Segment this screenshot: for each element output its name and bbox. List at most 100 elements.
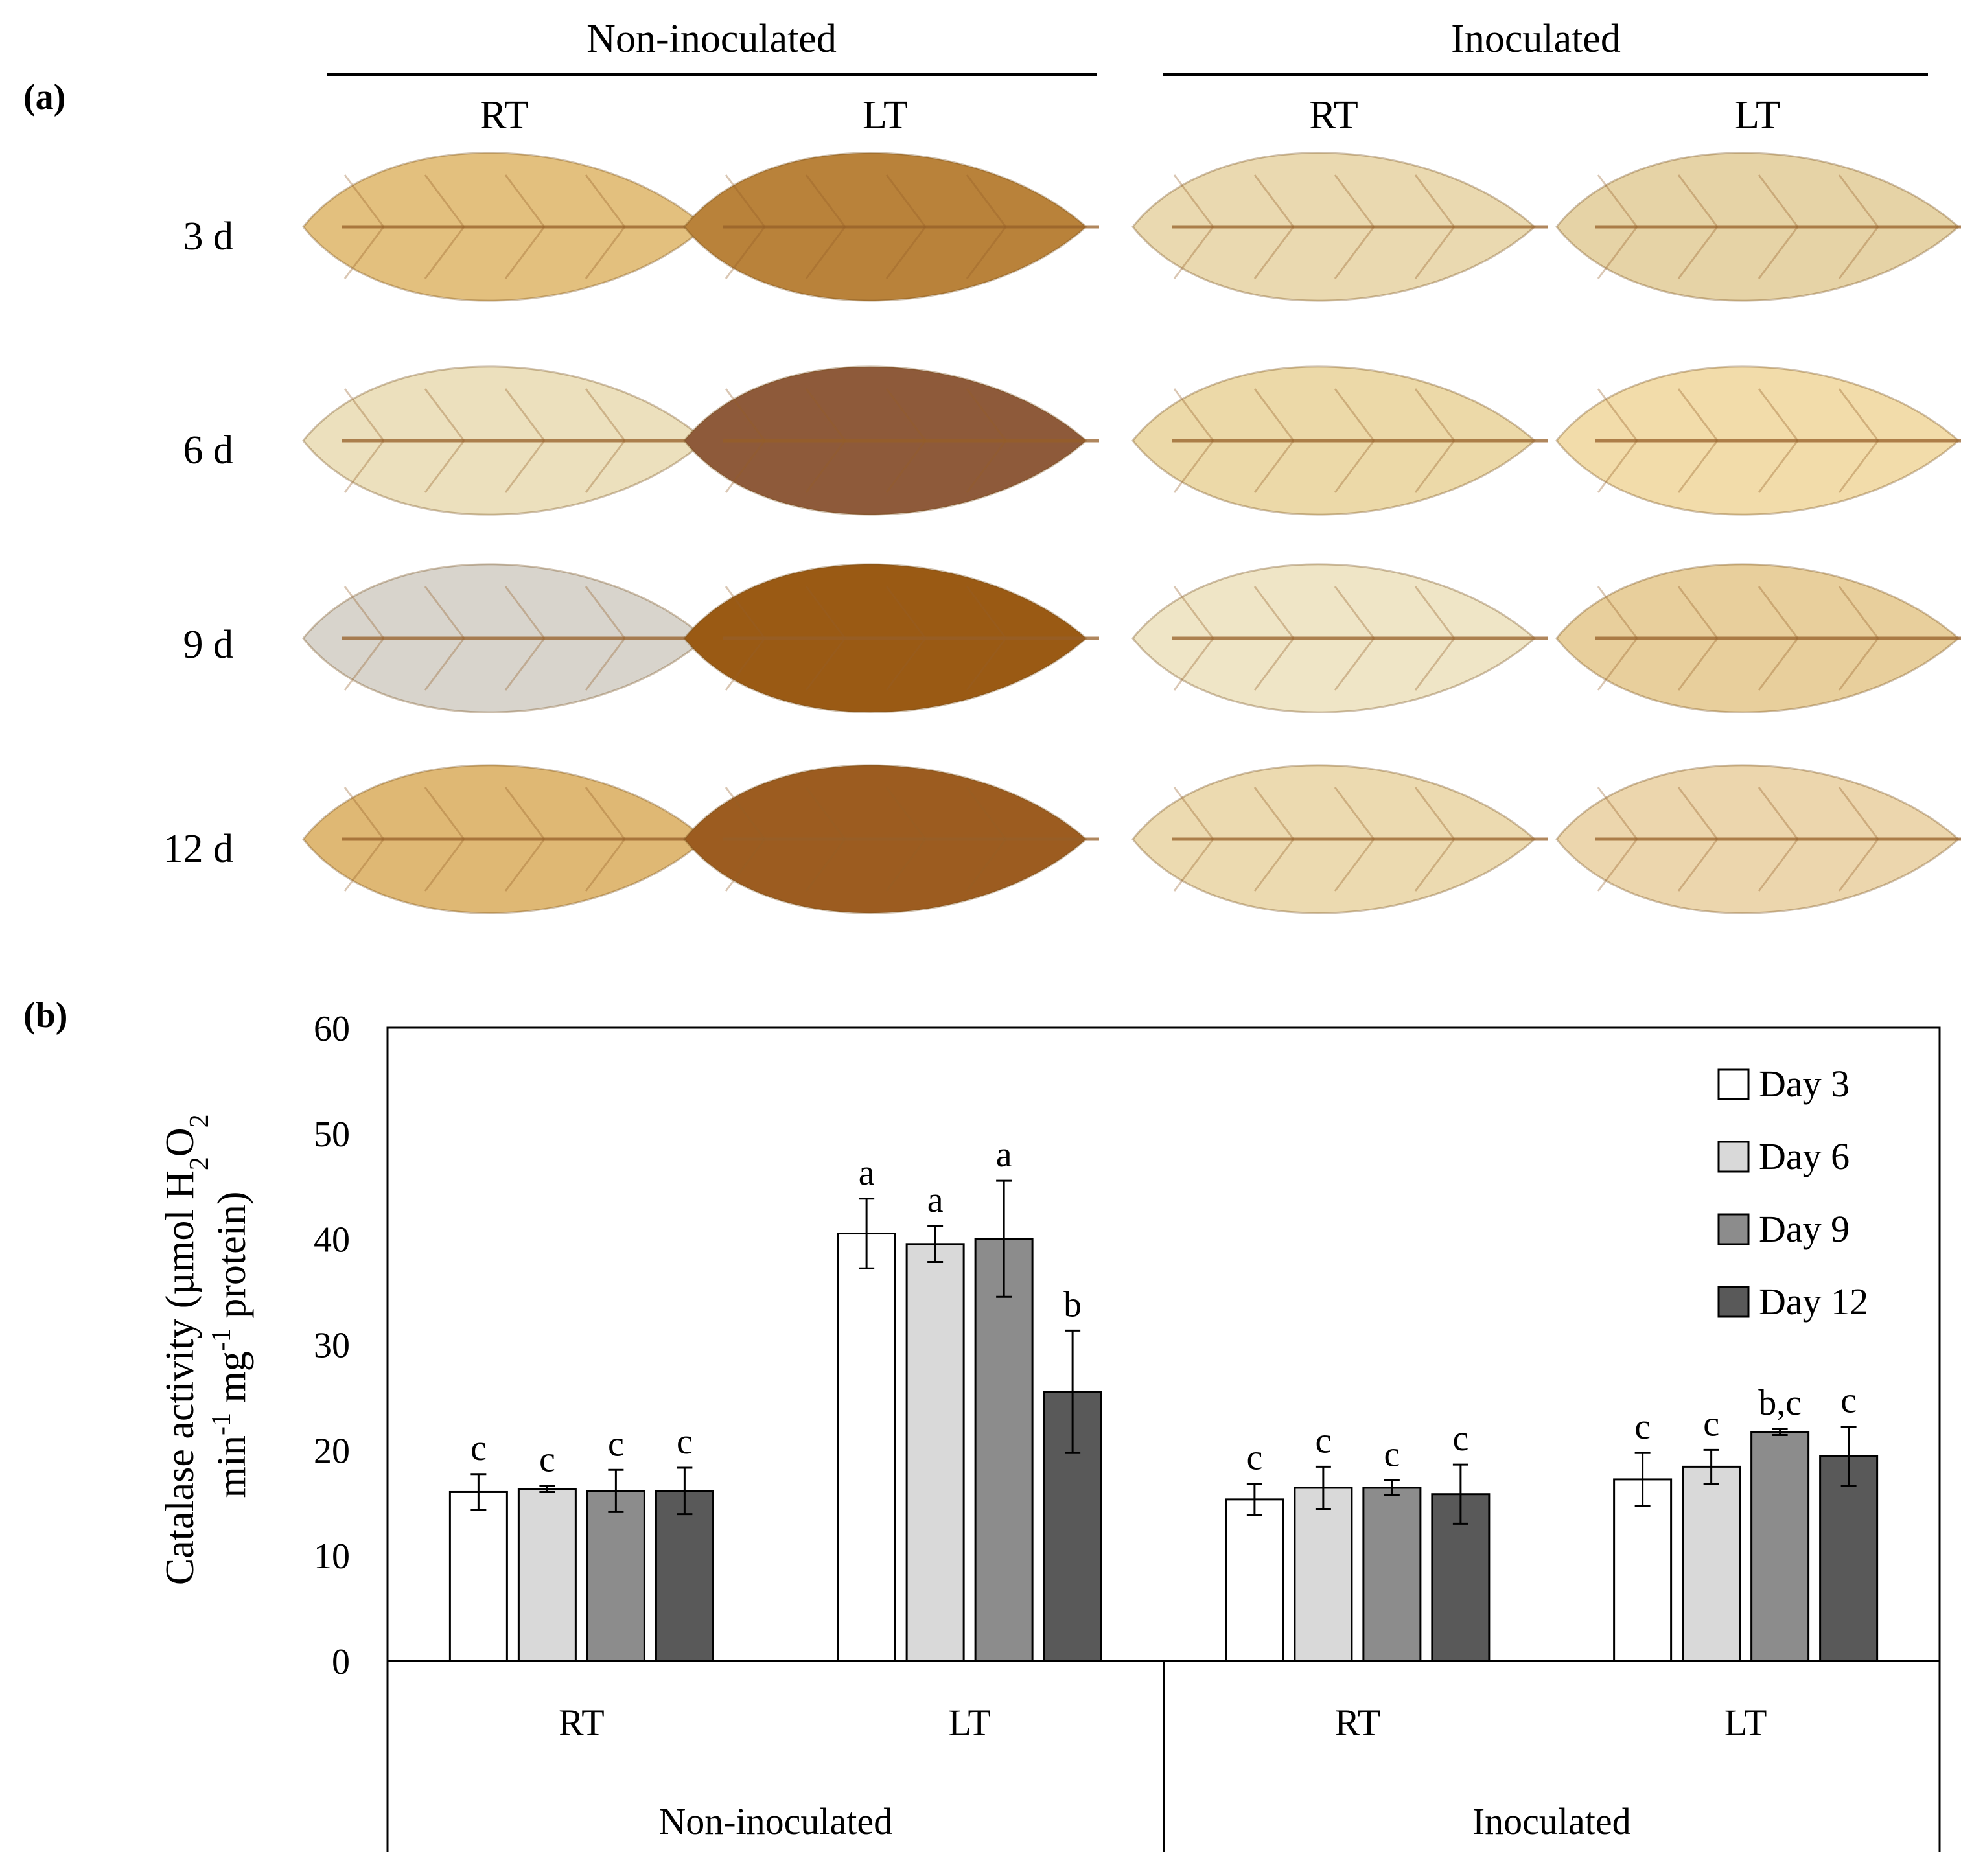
leaf-vein bbox=[966, 174, 1007, 227]
leaf-vein bbox=[1677, 787, 1719, 840]
leaf-vein bbox=[1414, 440, 1456, 493]
y-tick-label: 50 bbox=[314, 1115, 350, 1155]
leaf-vein bbox=[504, 440, 546, 493]
panel-b-label: (b) bbox=[23, 995, 67, 1036]
significance-letter: c bbox=[1315, 1420, 1331, 1461]
leaf-vein bbox=[424, 388, 465, 441]
leaf-vein bbox=[1334, 388, 1375, 441]
significance-letter: c bbox=[1384, 1435, 1400, 1475]
bar bbox=[448, 1490, 508, 1662]
leaf-vein bbox=[1173, 638, 1214, 691]
bar bbox=[1682, 1465, 1741, 1662]
legend-label: Day 9 bbox=[1759, 1208, 1850, 1250]
bar bbox=[1819, 1455, 1879, 1662]
leaf-vein bbox=[585, 174, 626, 227]
leaf-vein bbox=[1758, 440, 1799, 493]
leaf-vein bbox=[585, 586, 626, 639]
leaf-vein bbox=[424, 638, 465, 691]
leaf-vein bbox=[1838, 174, 1879, 227]
column-label-rt-non-inoculated: RT bbox=[480, 93, 529, 137]
group-label: Non-inoculated bbox=[658, 1800, 892, 1842]
leaf-vein bbox=[1253, 174, 1295, 227]
leaf-vein bbox=[1173, 174, 1214, 227]
leaf-vein bbox=[1334, 226, 1375, 279]
leaf-vein bbox=[1597, 226, 1638, 279]
leaf-vein bbox=[1677, 638, 1719, 691]
leaf-vein bbox=[725, 174, 766, 227]
leaf-image bbox=[1131, 152, 1548, 302]
leaf-image bbox=[683, 365, 1099, 516]
significance-letter: c bbox=[608, 1424, 624, 1464]
leaf-image bbox=[302, 152, 718, 302]
leaf-image bbox=[302, 764, 718, 914]
leaf-vein bbox=[1414, 839, 1456, 892]
leaf-vein bbox=[1253, 388, 1295, 441]
y-axis-title: Catalase activity (µmol H2O2 min-1 mg-1 … bbox=[158, 1104, 254, 1585]
leaf-vein bbox=[1597, 839, 1638, 892]
row-label-day-6: 6 d bbox=[183, 428, 234, 472]
legend-label: Day 3 bbox=[1759, 1063, 1850, 1105]
leaf-vein bbox=[966, 638, 1007, 691]
leaf-image bbox=[683, 563, 1099, 713]
group-header-inoculated: Inoculated bbox=[1451, 17, 1621, 61]
leaf-vein bbox=[805, 440, 846, 493]
significance-letter: c bbox=[1634, 1407, 1651, 1447]
leaf-vein bbox=[805, 638, 846, 691]
leaf-vein bbox=[1677, 388, 1719, 441]
leaf-vein bbox=[1838, 839, 1879, 892]
x-tick-label: RT bbox=[1335, 1702, 1381, 1744]
leaf-vein bbox=[1758, 174, 1799, 227]
leaf-vein bbox=[424, 839, 465, 892]
significance-letter: c bbox=[1452, 1419, 1468, 1459]
leaf-vein bbox=[725, 787, 766, 840]
legend-label: Day 12 bbox=[1759, 1280, 1868, 1323]
leaf-vein bbox=[1334, 586, 1375, 639]
leaf-vein bbox=[504, 787, 546, 840]
leaf-vein bbox=[504, 839, 546, 892]
significance-letter: c bbox=[539, 1440, 555, 1480]
bar bbox=[837, 1233, 896, 1662]
leaf-vein bbox=[343, 440, 385, 493]
bar bbox=[1613, 1478, 1673, 1662]
leaf-images bbox=[302, 152, 1961, 914]
leaf-vein bbox=[1677, 174, 1719, 227]
leaf-vein bbox=[885, 440, 927, 493]
leaf-vein bbox=[424, 174, 465, 227]
leaf-image bbox=[302, 563, 718, 713]
leaf-vein bbox=[1173, 586, 1214, 639]
leaf-vein bbox=[424, 226, 465, 279]
significance-letter: b,c bbox=[1758, 1383, 1802, 1423]
leaf-vein bbox=[1758, 787, 1799, 840]
column-label-rt-inoculated: RT bbox=[1309, 93, 1358, 137]
leaf-vein bbox=[1173, 440, 1214, 493]
x-tick-label: LT bbox=[1724, 1702, 1767, 1744]
group-label: Inoculated bbox=[1472, 1800, 1631, 1842]
row-label-day-12: 12 d bbox=[163, 827, 234, 871]
x-tick-label: RT bbox=[559, 1702, 605, 1744]
leaf-image bbox=[1555, 563, 1961, 713]
leaf-image bbox=[1555, 365, 1961, 516]
leaf-vein bbox=[1597, 174, 1638, 227]
significance-letter: c bbox=[1246, 1437, 1262, 1477]
chart-area: 0 10 20 30 40 50 60 RT LT RT LT Non-inoculated Inocu… bbox=[314, 1009, 1941, 1852]
leaf-vein bbox=[343, 586, 385, 639]
leaf-vein bbox=[1758, 839, 1799, 892]
leaf-vein bbox=[504, 638, 546, 691]
bar bbox=[1750, 1431, 1810, 1662]
group-header-non-inoculated: Non-inoculated bbox=[586, 17, 837, 61]
leaf-image bbox=[1131, 563, 1548, 713]
leaf-vein bbox=[966, 226, 1007, 279]
leaf-vein bbox=[1334, 638, 1375, 691]
y-tick-label: 10 bbox=[314, 1536, 350, 1577]
y-tick-label: 60 bbox=[314, 1009, 350, 1049]
bar bbox=[1294, 1487, 1353, 1662]
leaf-vein bbox=[1838, 586, 1879, 639]
legend-label: Day 6 bbox=[1759, 1135, 1850, 1177]
leaf-vein bbox=[1173, 226, 1214, 279]
leaf-image bbox=[1131, 764, 1548, 914]
leaf-vein bbox=[966, 787, 1007, 840]
leaf-vein bbox=[1253, 226, 1295, 279]
leaf-vein bbox=[1677, 839, 1719, 892]
leaf-vein bbox=[1597, 638, 1638, 691]
